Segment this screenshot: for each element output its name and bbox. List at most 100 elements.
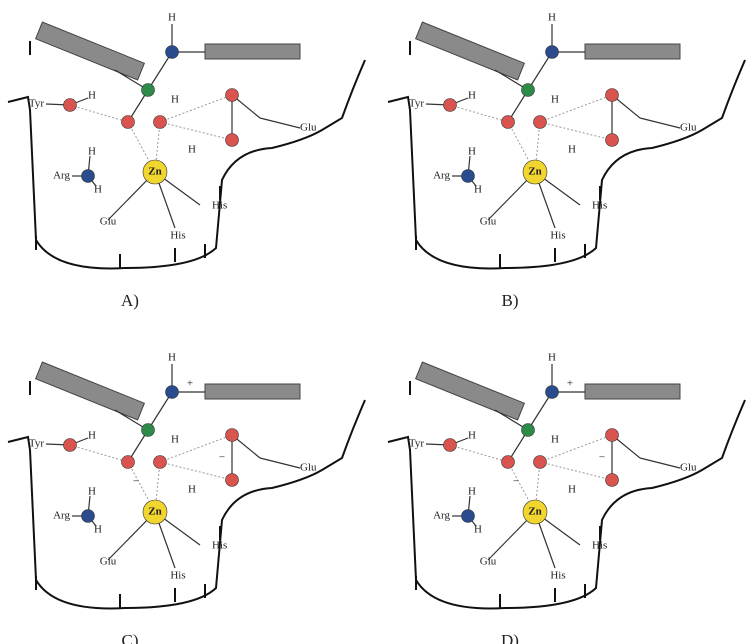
substrate-block xyxy=(36,362,145,420)
residue-label: Glu xyxy=(300,462,317,474)
hydrogen-label: H xyxy=(188,144,196,156)
pocket-outline xyxy=(8,400,365,608)
hydrogen-label: H xyxy=(568,484,576,496)
residue-label: His xyxy=(592,540,607,552)
h-bond xyxy=(70,105,128,122)
atom xyxy=(462,510,475,523)
atom xyxy=(534,456,547,469)
hydrogen-label: H xyxy=(94,184,102,196)
atom xyxy=(606,474,619,487)
substrate-block xyxy=(416,22,525,80)
residue-label: Arg xyxy=(53,170,70,182)
residue-label: Glu xyxy=(300,122,317,134)
hydrogen-label: H xyxy=(551,434,559,446)
h-bond xyxy=(160,122,232,140)
h-bond xyxy=(540,122,612,140)
atom xyxy=(154,116,167,129)
atom xyxy=(606,134,619,147)
residue-label: His xyxy=(550,570,565,582)
residue-label: Glu xyxy=(480,556,497,568)
atom xyxy=(444,99,457,112)
residue-label: His xyxy=(212,540,227,552)
residue-label: Glu xyxy=(100,216,117,228)
atom xyxy=(606,429,619,442)
atom xyxy=(522,84,535,97)
hydrogen-label: H xyxy=(88,90,96,102)
atom xyxy=(606,89,619,102)
atom xyxy=(502,116,515,129)
hydrogen-label: H xyxy=(468,486,476,498)
hydrogen-label: H xyxy=(88,146,96,158)
residue-label: Tyr xyxy=(29,98,44,110)
atom xyxy=(142,424,155,437)
h-bond xyxy=(70,445,128,462)
atom xyxy=(226,474,239,487)
atom xyxy=(122,116,135,129)
hydrogen-label: H xyxy=(468,146,476,158)
atom xyxy=(64,439,77,452)
hydrogen-label: H xyxy=(88,430,96,442)
atom xyxy=(502,456,515,469)
charge-label: − xyxy=(133,476,139,488)
h-bond xyxy=(450,445,508,462)
metal-label: Zn xyxy=(148,506,161,518)
charge-label: − xyxy=(599,452,605,464)
atom xyxy=(166,386,179,399)
hydrogen-label: H xyxy=(548,352,556,364)
charge-label: + xyxy=(567,378,573,390)
pocket-outline xyxy=(388,400,745,608)
residue-label: His xyxy=(170,230,185,242)
hydrogen-label: H xyxy=(168,12,176,24)
atom xyxy=(154,456,167,469)
h-bond xyxy=(160,462,232,480)
pocket-outline xyxy=(8,60,365,268)
metal-label: Zn xyxy=(528,506,541,518)
metal-label: Zn xyxy=(148,166,161,178)
hydrogen-label: H xyxy=(171,434,179,446)
substrate-block xyxy=(416,362,525,420)
charge-label: − xyxy=(219,452,225,464)
residue-label: Glu xyxy=(100,556,117,568)
substrate-block xyxy=(205,44,300,59)
h-bond xyxy=(450,105,508,122)
pocket-outline xyxy=(388,60,745,268)
atom xyxy=(82,510,95,523)
metal-label: Zn xyxy=(528,166,541,178)
hydrogen-label: H xyxy=(171,94,179,106)
residue-label: Tyr xyxy=(409,438,424,450)
atom xyxy=(226,429,239,442)
atom xyxy=(82,170,95,183)
substrate-block xyxy=(585,384,680,399)
panel-label: C) xyxy=(122,631,139,644)
residue-label: Arg xyxy=(433,510,450,522)
atom xyxy=(122,456,135,469)
residue-label: Glu xyxy=(480,216,497,228)
hydrogen-label: H xyxy=(568,144,576,156)
hydrogen-label: H xyxy=(468,430,476,442)
hydrogen-label: H xyxy=(168,352,176,364)
atom xyxy=(226,134,239,147)
atom xyxy=(546,386,559,399)
residue-label: His xyxy=(212,200,227,212)
residue-label: Glu xyxy=(680,462,697,474)
residue-label: His xyxy=(550,230,565,242)
residue-label: His xyxy=(170,570,185,582)
charge-label: + xyxy=(187,378,193,390)
hydrogen-label: H xyxy=(474,184,482,196)
bond xyxy=(260,458,300,468)
residue-label: Tyr xyxy=(29,438,44,450)
hydrogen-label: H xyxy=(94,524,102,536)
bond xyxy=(260,118,300,128)
substrate-block xyxy=(205,384,300,399)
panel-label: B) xyxy=(502,291,519,310)
mechanism-diagram: Zn Tyr Glu Arg Glu His His H H H H H H A) Zn Tyr Glu Arg G… xyxy=(0,0,754,644)
residue-label: Arg xyxy=(53,510,70,522)
panel: Zn Tyr Glu Arg Glu His His H H H H H H A) xyxy=(8,12,365,310)
residue-label: His xyxy=(592,200,607,212)
atom xyxy=(142,84,155,97)
atom xyxy=(522,424,535,437)
panel-label: A) xyxy=(121,291,139,310)
atom xyxy=(64,99,77,112)
